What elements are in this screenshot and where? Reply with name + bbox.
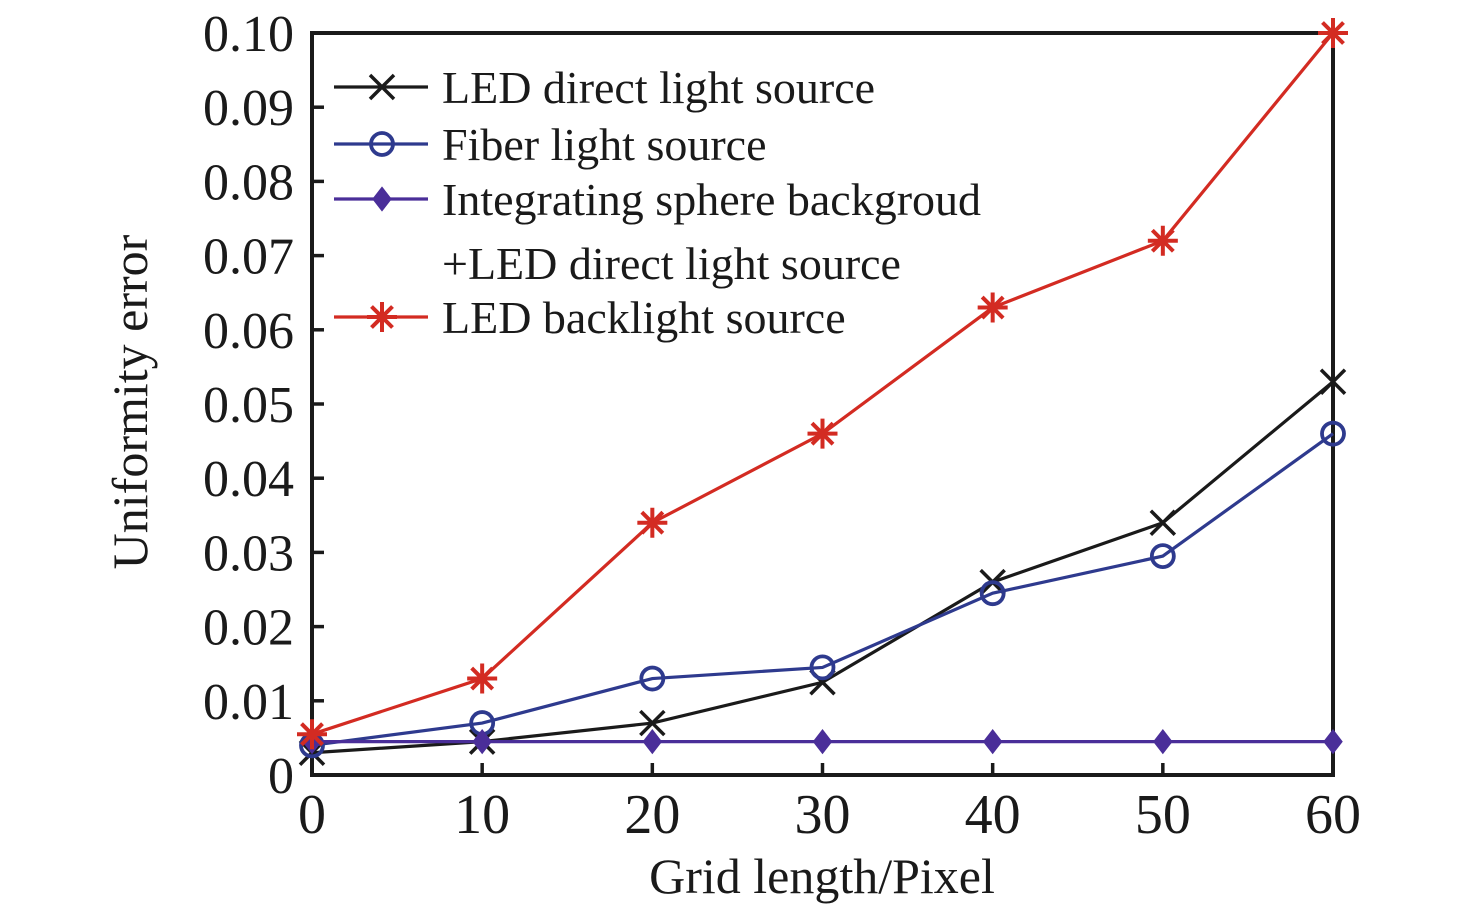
asterisk-marker [637,507,668,538]
diamond-marker [372,186,392,212]
legend-item-0: LED direct light source [334,62,875,113]
series-2 [302,728,1343,755]
diamond-marker [812,728,833,755]
y-tick-label: 0.08 [203,154,294,211]
y-tick-label: 0.07 [203,229,294,286]
diamond-marker [982,728,1003,755]
asterisk-marker-glyph [637,507,668,538]
circle-marker [979,580,1006,607]
y-tick-label: 0.03 [203,525,294,582]
y-tick-label: 0.06 [203,303,294,360]
x-tick-label: 0 [298,784,326,846]
y-tick-label: 0.10 [203,6,294,63]
asterisk-marker [1147,225,1178,256]
y-tick-label: 0.09 [203,80,294,137]
diamond-marker [642,728,663,755]
circle-marker-glyph [1320,420,1346,447]
y-tick-label: 0.05 [203,377,294,434]
diamond-marker-glyph [982,728,1003,755]
circle-marker-glyph [979,580,1006,607]
legend-label: Fiber light source [442,119,767,170]
x-tick-label: 30 [795,784,851,846]
x-tick-label: 60 [1305,784,1361,846]
series-line [311,432,1334,747]
legend-item-3: LED backlight source [334,292,846,343]
circle-marker [1149,543,1176,570]
circle-marker [369,131,395,157]
diamond-marker-glyph [1153,728,1173,755]
asterisk-marker [1318,18,1348,48]
asterisk-marker [367,302,397,332]
asterisk-marker [467,663,498,694]
legend-label: LED direct light source [442,62,875,113]
asterisk-marker-glyph [367,302,397,332]
asterisk-marker-glyph [977,292,1008,323]
y-tick-label: 0 [268,748,294,805]
asterisk-marker-glyph [467,663,498,694]
diamond-marker-glyph [372,186,392,212]
y-tick-label: 0.01 [203,674,294,731]
legend-item-2: Integrating sphere backgroud +LED direct … [334,174,981,289]
circle-marker [809,654,836,681]
asterisk-marker [297,719,327,750]
diamond-marker [472,728,492,755]
y-tick-label: 0.04 [203,451,294,508]
circle-marker-glyph [809,654,836,681]
x-tick-label: 50 [1135,784,1191,846]
diamond-marker-glyph [1323,728,1343,755]
legend: LED direct light source Fiber light sourc… [334,62,981,343]
legend-item-1: Fiber light source [334,119,767,170]
asterisk-marker-glyph [1147,225,1178,256]
asterisk-marker-glyph [297,719,327,750]
x-marker [639,709,666,737]
x-marker-glyph [368,73,396,101]
x-marker-glyph [1319,368,1347,395]
circle-marker-glyph [639,665,666,692]
series-3 [297,18,1348,750]
plot-area: 0 10 20 30 40 50 6000.010.020.030.040.050.060.… [203,6,1361,846]
circle-marker [639,665,666,692]
x-marker [368,73,396,101]
circle-marker-glyph [1149,543,1176,570]
x-axis-title: Grid length/Pixel [649,848,995,904]
y-tick-label: 0.02 [203,600,294,657]
x-tick-label: 40 [965,784,1021,846]
x-marker [1319,368,1347,395]
diamond-marker-glyph [472,728,492,755]
x-tick-label: 10 [454,784,510,846]
axis-ticks: 0 10 20 30 40 50 6000.010.020.030.040.050.060.… [203,6,1361,846]
legend-label: Integrating sphere backgroud [442,174,981,225]
x-tick-label: 20 [624,784,680,846]
asterisk-marker-glyph [1318,18,1348,48]
asterisk-marker [977,292,1008,323]
legend-label: LED backlight source [442,292,846,343]
circle-marker [1320,420,1346,447]
diamond-marker [1323,728,1343,755]
x-marker-glyph [1149,509,1177,536]
x-marker [1149,509,1177,536]
series-1 [299,420,1346,759]
diamond-marker-glyph [812,728,833,755]
asterisk-marker [807,418,838,449]
diamond-marker-glyph [642,728,663,755]
asterisk-marker-glyph [807,418,838,449]
y-axis-title: Uniformity error [102,234,158,569]
x-marker-glyph [639,709,666,737]
diamond-marker [1153,728,1173,755]
circle-marker-glyph [369,131,395,157]
legend-label-line2: +LED direct light source [442,238,901,289]
